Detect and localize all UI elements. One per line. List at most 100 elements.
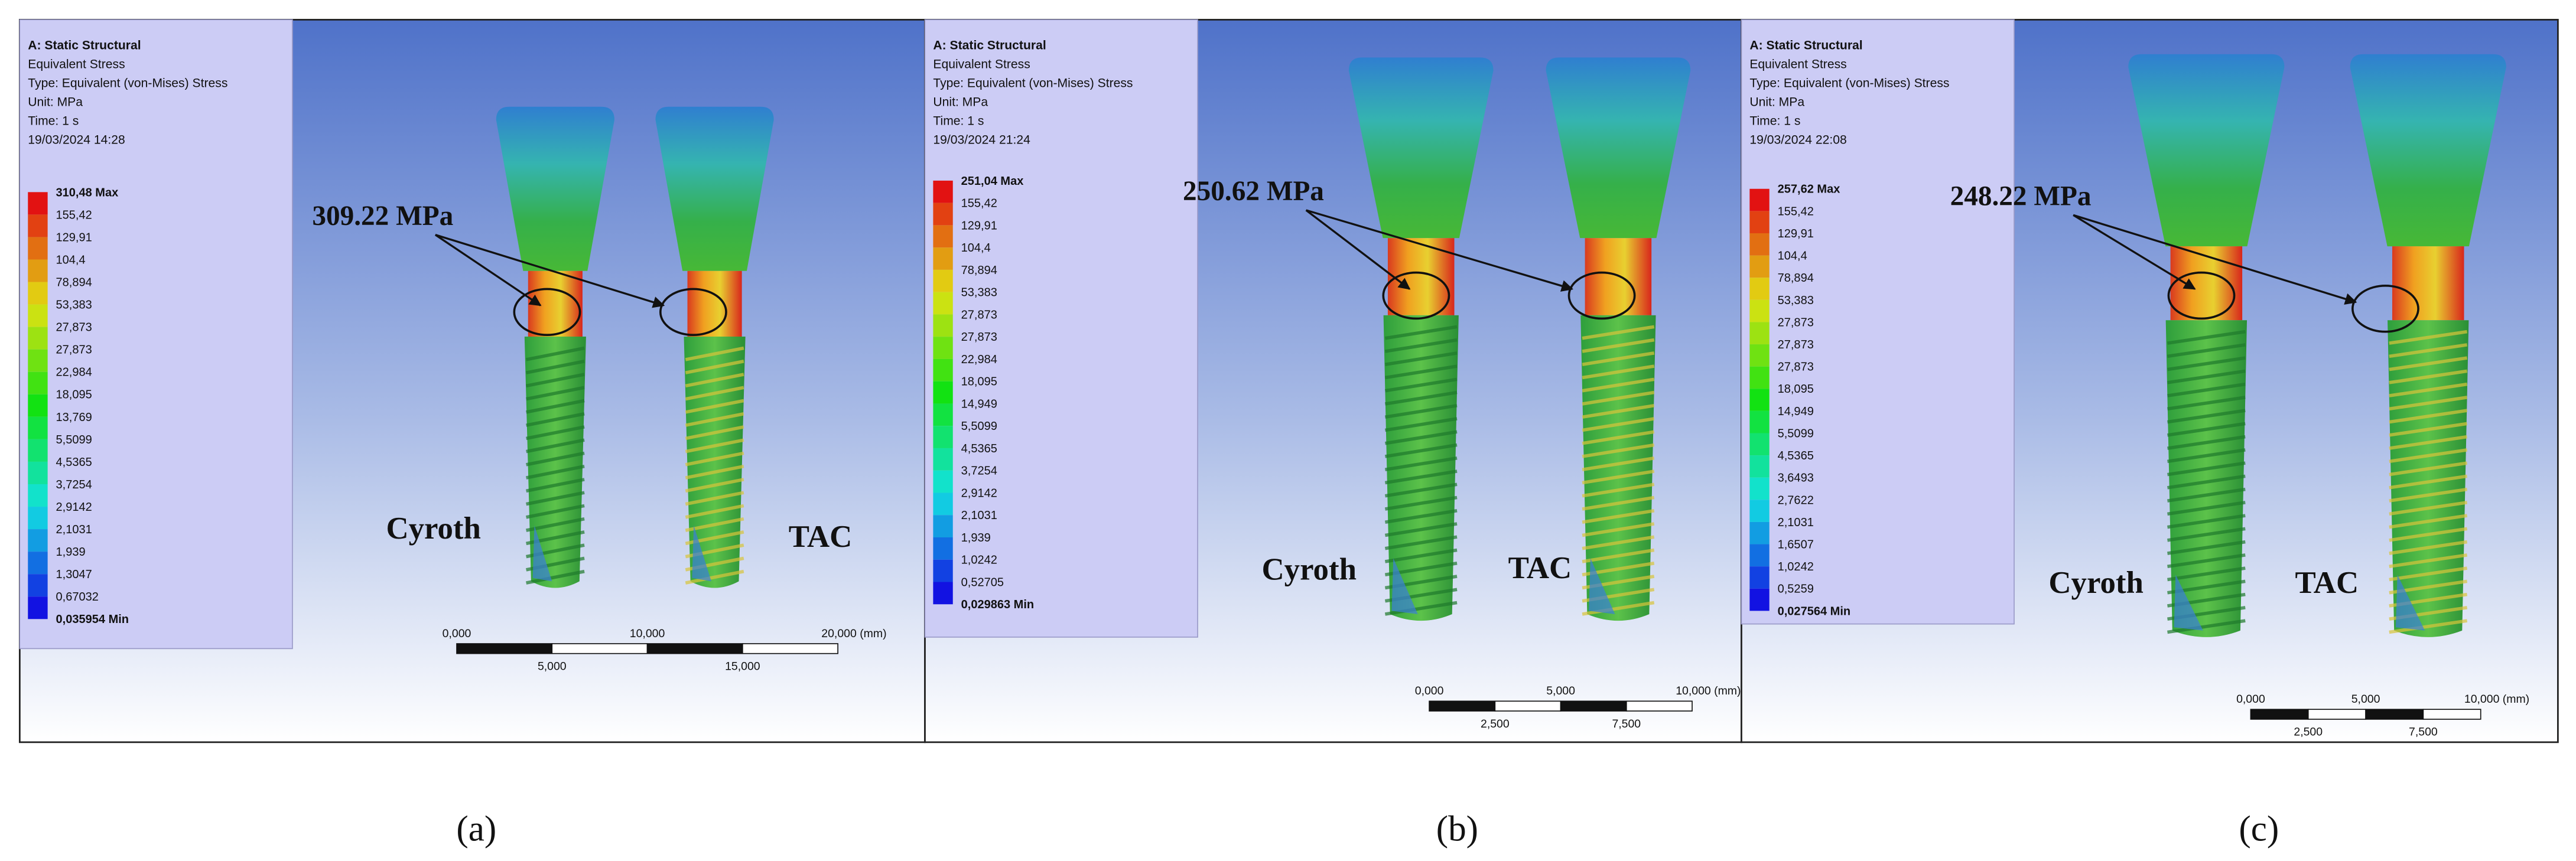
implant-thread: [1384, 601, 1458, 616]
legend-swatch: [28, 371, 48, 394]
implant-thread: [1582, 351, 1655, 367]
legend-header: Equivalent Stress: [933, 57, 1030, 71]
implant-thread: [1582, 430, 1655, 445]
legend-label: 13,769: [56, 411, 92, 424]
implant-thread: [1384, 522, 1458, 537]
legend-swatch: [1749, 389, 1770, 411]
legend-swatch: [28, 259, 48, 282]
implant-thread: [2167, 501, 2246, 516]
implant-thread: [1582, 535, 1655, 550]
scale-label: 2,500: [1481, 718, 1510, 730]
legend-swatch: [28, 304, 48, 327]
implant-thread: [2167, 330, 2246, 345]
legend-label: 18,095: [56, 389, 92, 402]
legend-swatch: [933, 247, 953, 270]
legend-swatch: [933, 180, 953, 203]
implant-thread: [2389, 540, 2468, 555]
implant-thread: [2389, 409, 2468, 424]
legend-swatch: [28, 327, 48, 350]
legend-swatch: [933, 470, 953, 493]
legend-label: 27,873: [56, 344, 92, 357]
legend-label: 78,894: [56, 276, 92, 289]
implant-thread: [1582, 495, 1655, 511]
legend-swatch: [933, 337, 953, 359]
implant-thread: [2389, 461, 2468, 477]
implant-label: Cyroth: [386, 511, 480, 546]
panel-caption: (b): [1436, 809, 1478, 849]
panel-caption: (a): [456, 809, 496, 849]
legend-label: 27,873: [56, 321, 92, 334]
legend-swatch: [1749, 500, 1770, 522]
implant-tip-stress: [1589, 558, 1615, 614]
implant-thread: [1384, 509, 1458, 524]
legend-swatch: [28, 439, 48, 462]
implant-crown: [1348, 57, 1494, 239]
legend-header: Equivalent Stress: [1749, 57, 1846, 71]
implant-thread: [2167, 474, 2246, 490]
implant-tip-stress: [532, 525, 552, 582]
legend-label: 53,383: [961, 286, 997, 299]
legend-swatch: [1749, 233, 1770, 256]
implant-thread: [2167, 435, 2246, 450]
stress-annotation: 309.22 MPa: [312, 201, 453, 231]
implant-thread: [685, 517, 744, 532]
implant-thread: [1582, 522, 1655, 537]
legend-swatch: [1749, 410, 1770, 433]
implant-thread: [2389, 330, 2468, 345]
scale-label: 5,000: [538, 660, 567, 673]
legend-header: Equivalent Stress: [28, 57, 125, 71]
implant-thread: [2389, 369, 2468, 384]
implant-thread: [2167, 409, 2246, 424]
scale-bar-segment: [456, 643, 553, 654]
legend-label: 129,91: [1778, 227, 1814, 240]
implant-thread: [1582, 338, 1655, 353]
legend-swatch: [28, 484, 48, 507]
legend-label: 1,6507: [1778, 539, 1814, 552]
legend-swatch: [933, 582, 953, 605]
scale-label: 5,000: [2351, 693, 2380, 706]
legend-header: Unit: MPa: [28, 95, 83, 109]
legend-label: 4,5365: [961, 442, 997, 455]
legend-label: 0,67032: [56, 591, 99, 604]
legend-swatch: [1749, 278, 1770, 300]
legend-header: Unit: MPa: [933, 95, 988, 109]
scale-bar-segment: [2422, 709, 2481, 720]
annotation-arrow: [1306, 209, 1573, 292]
implant-thread: [526, 517, 585, 532]
implant-thread: [526, 425, 585, 441]
implant-tip-stress: [1391, 558, 1418, 614]
legend-label: 3,7254: [56, 478, 92, 491]
implant-thread: [2389, 435, 2468, 450]
implant-thread: [685, 478, 744, 493]
legend-swatch: [1749, 299, 1770, 322]
legend-label: 1,939: [961, 531, 991, 544]
legend-label: 2,9142: [56, 501, 92, 514]
legend-label: 3,7254: [961, 465, 997, 478]
implant-thread: [526, 373, 585, 388]
implant-thread: [1582, 443, 1655, 458]
legend-swatch: [28, 461, 48, 484]
scale-bar-segment: [1560, 700, 1627, 712]
legend-label: 155,42: [56, 208, 92, 221]
implant-thread: [1384, 482, 1458, 498]
implant-thread: [1582, 548, 1655, 563]
legend-header: Unit: MPa: [1749, 95, 1804, 109]
legend-swatch: [933, 358, 953, 381]
implant-thread: [2167, 619, 2246, 634]
figure-body: A: Static Structural Equivalent Stress Typ…: [18, 18, 2559, 849]
implant-neck: [687, 270, 742, 337]
legend-swatch: [1749, 211, 1770, 233]
implant-thread: [526, 451, 585, 467]
legend-swatch: [933, 493, 953, 516]
implant-neck: [2392, 246, 2464, 321]
implant-thread: [2167, 514, 2246, 529]
implant-thread: [685, 569, 744, 585]
legend-label: 53,383: [56, 299, 92, 312]
legend-label: 310,48 Max: [56, 186, 119, 199]
implant-thread: [1582, 456, 1655, 471]
legend-swatch: [28, 416, 48, 439]
legend-label: 14,949: [961, 397, 997, 410]
implant-crown: [1546, 57, 1691, 239]
implant-thread: [1384, 390, 1458, 406]
legend-swatch: [933, 537, 953, 560]
